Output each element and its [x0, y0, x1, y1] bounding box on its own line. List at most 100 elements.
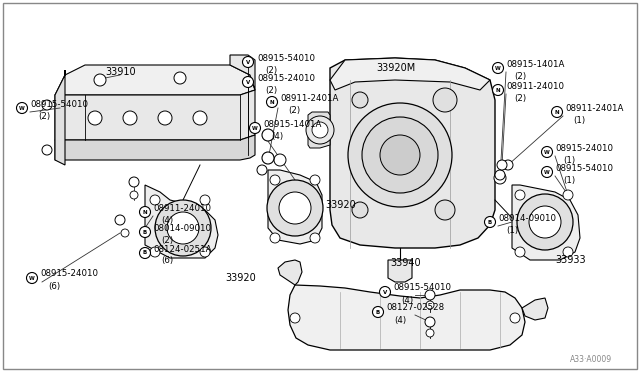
Circle shape	[348, 103, 452, 207]
Circle shape	[266, 96, 278, 108]
Circle shape	[193, 111, 207, 125]
Circle shape	[529, 206, 561, 238]
Circle shape	[435, 200, 455, 220]
Circle shape	[130, 191, 138, 199]
Polygon shape	[388, 260, 412, 282]
Circle shape	[243, 77, 253, 87]
Polygon shape	[145, 185, 218, 258]
Circle shape	[88, 111, 102, 125]
Circle shape	[497, 160, 507, 170]
Text: W: W	[495, 65, 501, 71]
Text: V: V	[246, 60, 250, 64]
Text: N: N	[143, 209, 147, 215]
Circle shape	[42, 100, 52, 110]
Text: 33933: 33933	[555, 255, 586, 265]
Text: (2): (2)	[161, 235, 173, 244]
Circle shape	[372, 307, 383, 317]
Polygon shape	[288, 285, 525, 350]
Text: (4): (4)	[161, 215, 173, 224]
Polygon shape	[330, 58, 495, 248]
Circle shape	[493, 84, 504, 96]
Circle shape	[552, 106, 563, 118]
Circle shape	[129, 177, 139, 187]
Circle shape	[274, 154, 286, 166]
Text: B: B	[143, 230, 147, 234]
Circle shape	[352, 202, 368, 218]
Text: 08915-54010: 08915-54010	[555, 164, 613, 173]
Text: 08911-24010: 08911-24010	[153, 203, 211, 212]
Circle shape	[262, 152, 274, 164]
Circle shape	[563, 190, 573, 200]
Text: N: N	[496, 87, 500, 93]
Text: 08915-24010: 08915-24010	[40, 269, 98, 279]
Circle shape	[17, 103, 28, 113]
Circle shape	[433, 88, 457, 112]
Text: 33910: 33910	[105, 67, 136, 77]
Polygon shape	[230, 55, 255, 90]
Circle shape	[426, 301, 434, 309]
Text: 33920: 33920	[225, 273, 256, 283]
Text: 33920: 33920	[325, 200, 356, 210]
Circle shape	[140, 227, 150, 237]
Text: 08911-2401A: 08911-2401A	[280, 93, 339, 103]
Text: N: N	[269, 99, 275, 105]
Circle shape	[362, 117, 438, 193]
Text: (1): (1)	[563, 155, 575, 164]
Text: B: B	[143, 250, 147, 256]
Circle shape	[200, 195, 210, 205]
Text: (2): (2)	[265, 65, 277, 74]
Text: V: V	[246, 80, 250, 84]
Circle shape	[426, 329, 434, 337]
Circle shape	[517, 194, 573, 250]
Circle shape	[150, 247, 160, 257]
Circle shape	[484, 217, 495, 228]
Text: (4): (4)	[271, 131, 283, 141]
Circle shape	[279, 192, 311, 224]
Circle shape	[563, 247, 573, 257]
Circle shape	[541, 167, 552, 177]
Circle shape	[115, 215, 125, 225]
Circle shape	[262, 129, 274, 141]
Text: A33·A0009: A33·A0009	[570, 356, 612, 365]
Circle shape	[503, 160, 513, 170]
Circle shape	[174, 72, 186, 84]
Text: (1): (1)	[506, 225, 518, 234]
Text: (2): (2)	[38, 112, 50, 121]
Polygon shape	[55, 70, 65, 165]
Polygon shape	[308, 112, 330, 148]
Text: V: V	[383, 289, 387, 295]
Text: 08915-54010: 08915-54010	[257, 54, 315, 62]
Circle shape	[310, 175, 320, 185]
Text: (1): (1)	[563, 176, 575, 185]
Polygon shape	[268, 170, 322, 244]
Circle shape	[425, 290, 435, 300]
Text: 08014-09010: 08014-09010	[498, 214, 556, 222]
Circle shape	[515, 247, 525, 257]
Circle shape	[155, 200, 211, 256]
Circle shape	[290, 313, 300, 323]
Text: W: W	[19, 106, 25, 110]
Text: W: W	[544, 170, 550, 174]
Polygon shape	[330, 58, 490, 90]
Text: 08915-54010: 08915-54010	[30, 99, 88, 109]
Circle shape	[425, 317, 435, 327]
Circle shape	[515, 190, 525, 200]
Circle shape	[250, 122, 260, 134]
Circle shape	[267, 180, 323, 236]
Text: 08014-09010: 08014-09010	[153, 224, 211, 232]
Text: (2): (2)	[265, 86, 277, 94]
Text: 08911-2401A: 08911-2401A	[565, 103, 623, 112]
Circle shape	[140, 206, 150, 218]
Circle shape	[94, 74, 106, 86]
Circle shape	[541, 147, 552, 157]
Circle shape	[243, 57, 253, 67]
Circle shape	[42, 145, 52, 155]
Circle shape	[26, 273, 38, 283]
Text: 08915-1401A: 08915-1401A	[263, 119, 321, 128]
Polygon shape	[522, 298, 548, 320]
Polygon shape	[278, 260, 302, 285]
Circle shape	[510, 313, 520, 323]
Text: B: B	[376, 310, 380, 314]
Text: 08915-24010: 08915-24010	[257, 74, 315, 83]
Text: 08124-0251A: 08124-0251A	[153, 244, 211, 253]
